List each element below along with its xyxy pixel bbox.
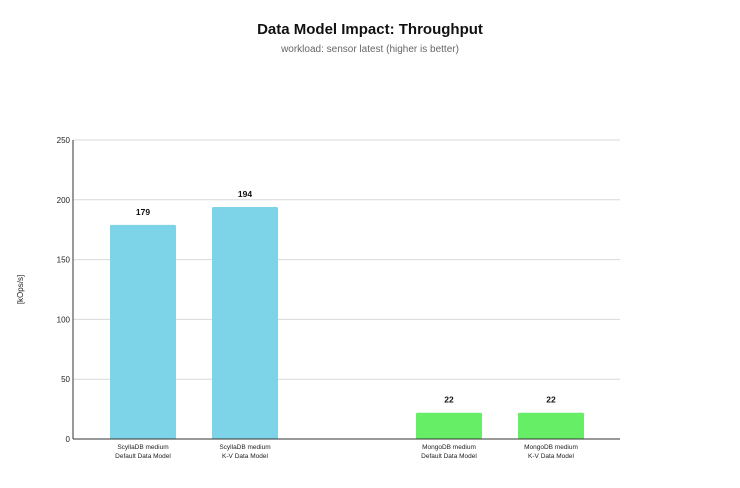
chart-title: Data Model Impact: Throughput [257, 21, 483, 38]
y-tick-label: 0 [66, 435, 71, 444]
y-tick-label: 150 [57, 256, 71, 265]
data-label: 22 [444, 395, 454, 405]
data-label: 194 [238, 189, 252, 199]
data-label: 179 [136, 207, 150, 217]
category-labels: ScyllaDB medium Default Data ModelScyllaD… [115, 444, 578, 460]
bar [416, 412, 482, 439]
category-label-line: ScyllaDB medium [219, 444, 270, 451]
category-label-line: MongoDB medium [524, 444, 578, 451]
y-tick-label: 250 [57, 136, 71, 145]
category-label-line: K-V Data Model [528, 453, 574, 460]
category-label-line: Default Data Model [421, 453, 477, 460]
y-axis-ticks: 0 50 100 150 200 250 [57, 136, 71, 444]
category-label-line: MongoDB medium [422, 444, 476, 451]
data-label: 22 [546, 395, 556, 405]
category-label: MongoDB medium K-V Data Model [524, 444, 578, 460]
category-label: ScyllaDB medium K-V Data Model [219, 444, 270, 460]
bar [518, 412, 584, 439]
category-label-line: Default Data Model [115, 453, 171, 460]
category-label-line: ScyllaDB medium [117, 444, 168, 451]
category-label-line: K-V Data Model [222, 453, 268, 460]
category-label: ScyllaDB medium Default Data Model [115, 444, 171, 460]
data-labels: 179 194 22 22 [136, 189, 556, 405]
bar [110, 224, 176, 439]
y-axis-label: [kOps/s] [16, 275, 25, 304]
category-label: MongoDB medium Default Data Model [421, 444, 477, 460]
y-tick-label: 100 [57, 315, 71, 324]
bars [110, 206, 584, 439]
chart-subtitle: workload: sensor latest (higher is bette… [281, 44, 459, 55]
y-tick-label: 200 [57, 196, 71, 205]
y-tick-label: 50 [61, 375, 70, 384]
bar [212, 206, 278, 439]
